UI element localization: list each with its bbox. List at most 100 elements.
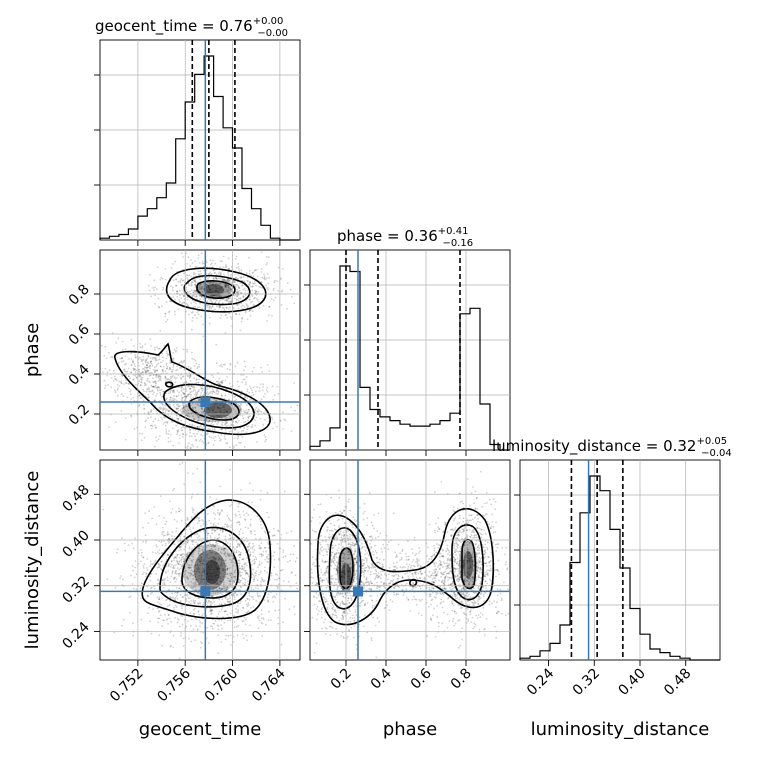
density-dot — [240, 269, 243, 272]
density-dot — [217, 652, 220, 655]
density-dot — [233, 428, 236, 431]
density-dot — [235, 551, 238, 553]
density-dot — [358, 616, 361, 618]
density-dot — [110, 386, 112, 388]
density-dot — [162, 530, 165, 533]
density-dot — [183, 393, 186, 395]
density-dot — [239, 571, 242, 574]
density-dot — [238, 523, 241, 526]
density-dot — [252, 555, 255, 558]
density-dot — [165, 397, 168, 400]
density-dot — [167, 437, 170, 439]
density-dot — [200, 411, 203, 413]
density-dot — [173, 394, 176, 397]
density-dot — [200, 286, 203, 289]
density-dot — [168, 379, 171, 381]
density-dot — [229, 601, 231, 604]
density-dot — [162, 390, 165, 393]
density-dot — [144, 360, 147, 363]
density-dot — [276, 574, 279, 576]
density-dot — [130, 358, 133, 360]
density-dot — [327, 611, 330, 613]
density-dot — [189, 597, 191, 599]
density-dot — [266, 491, 269, 494]
density-dot — [214, 285, 217, 288]
density-dot — [115, 551, 118, 554]
density-dot — [218, 271, 221, 273]
density-dot — [157, 566, 160, 568]
density-dot — [104, 384, 107, 387]
density-dot — [124, 417, 127, 419]
density-dot — [159, 408, 162, 411]
density-dot — [180, 419, 183, 422]
density-dot — [266, 386, 269, 389]
density-dot — [155, 410, 158, 412]
density-dot — [175, 278, 177, 281]
density-dot — [233, 294, 236, 297]
density-dot — [239, 602, 242, 605]
density-dot — [225, 283, 228, 286]
density-dot — [265, 389, 268, 391]
density-dot — [143, 563, 146, 565]
density-dot — [230, 519, 232, 522]
density-dot — [228, 518, 231, 521]
density-dot — [294, 574, 297, 577]
density-dot — [159, 329, 162, 332]
density-dot — [215, 299, 218, 302]
density-dot — [227, 291, 230, 293]
density-dot — [229, 612, 232, 615]
density-dot — [197, 257, 200, 260]
density-dot — [198, 306, 201, 309]
density-dot — [218, 289, 221, 291]
density-dot — [210, 522, 212, 525]
density-dot — [234, 429, 237, 431]
density-dot — [166, 318, 169, 321]
density-dot — [336, 594, 338, 597]
density-dot — [215, 524, 217, 527]
density-dot — [322, 593, 325, 595]
density-dot — [238, 286, 241, 289]
density-dot — [106, 374, 108, 377]
density-dot — [178, 416, 181, 418]
density-dot — [349, 537, 352, 540]
density-dot — [266, 391, 269, 393]
density-dot — [251, 426, 254, 428]
density-dot — [221, 260, 223, 263]
density-dot — [249, 415, 251, 417]
density-dot — [154, 424, 156, 427]
density-dot — [376, 530, 379, 532]
density-dot — [178, 299, 180, 301]
density-dot — [197, 270, 200, 273]
density-dot — [225, 284, 228, 287]
density-dot — [262, 554, 265, 557]
density-dot — [168, 399, 171, 401]
density-dot — [243, 360, 246, 363]
density-dot — [249, 524, 252, 527]
density-dot — [249, 282, 251, 285]
density-dot — [321, 560, 324, 563]
density-dot — [186, 348, 188, 351]
density-dot — [315, 642, 318, 645]
density-dot — [146, 388, 148, 391]
density-dot — [252, 545, 255, 547]
density-dot — [330, 522, 332, 525]
density-dot — [271, 385, 274, 388]
density-dot — [211, 429, 214, 431]
density-dot — [238, 270, 241, 273]
density-dot — [258, 285, 261, 288]
density-dot — [351, 523, 354, 526]
density-dot — [354, 604, 357, 606]
density-dot — [224, 314, 227, 316]
density-dot — [257, 300, 260, 303]
density-dot — [215, 288, 218, 290]
density-dot — [185, 600, 188, 602]
density-dot — [263, 579, 266, 582]
density-dot — [174, 580, 177, 583]
density-dot — [223, 307, 226, 310]
density-dot — [352, 605, 355, 608]
density-dot — [187, 313, 190, 316]
density-dot — [177, 274, 179, 277]
density-dot — [182, 595, 184, 598]
density-dot — [249, 280, 252, 283]
density-dot — [218, 295, 221, 297]
